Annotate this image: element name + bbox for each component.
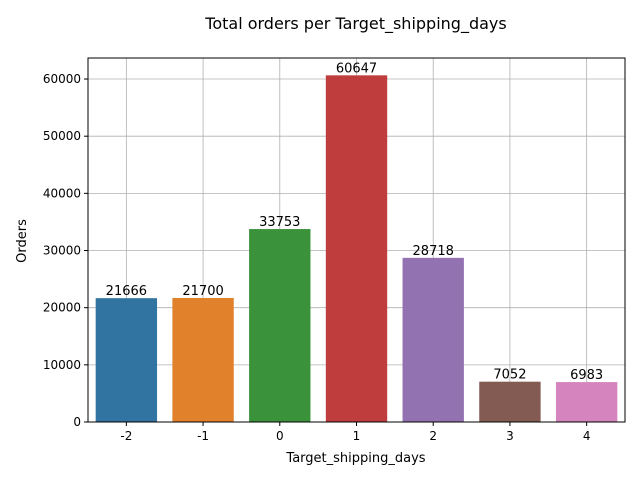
bar-data-label: 21666 [106, 284, 147, 299]
y-axis-label: Orders [15, 219, 30, 263]
bar [249, 229, 311, 422]
y-tick-label: 60000 [43, 72, 81, 86]
y-tick-label: 20000 [43, 301, 81, 315]
bar [402, 257, 464, 422]
y-tick-label: 40000 [43, 186, 81, 200]
y-tick-label: 50000 [43, 129, 81, 143]
x-tick-label: -2 [120, 429, 132, 443]
chart-title: Total orders per Target_shipping_days [204, 14, 506, 34]
bar-data-label: 6983 [570, 368, 603, 383]
bar [479, 381, 541, 422]
bar-data-label: 21700 [182, 284, 223, 299]
bars [95, 75, 618, 423]
bar [95, 298, 158, 422]
bar [172, 297, 234, 422]
bar-data-label: 60647 [336, 61, 377, 76]
bar-labels: 21666 21700 33753 60647 28718 7052 6983 [106, 61, 604, 383]
x-tick-label: 0 [276, 429, 284, 443]
x-tick-label: 4 [583, 429, 591, 443]
x-tick-label: 2 [429, 429, 437, 443]
x-ticks: -2 -1 0 1 2 3 4 [120, 422, 590, 443]
y-tick-label: 30000 [43, 244, 81, 258]
bar-data-label: 28718 [413, 244, 454, 259]
x-tick-label: 1 [353, 429, 361, 443]
bar-data-label: 7052 [493, 368, 526, 383]
bar [555, 382, 618, 422]
y-ticks: 0 10000 20000 30000 40000 50000 60000 [43, 72, 88, 429]
x-tick-label: -1 [197, 429, 209, 443]
bar-data-label: 33753 [259, 215, 300, 230]
x-tick-label: 3 [506, 429, 514, 443]
y-tick-label: 0 [73, 415, 81, 429]
bar [325, 75, 388, 423]
y-tick-label: 10000 [43, 358, 81, 372]
x-axis-label: Target_shipping_days [285, 451, 425, 466]
